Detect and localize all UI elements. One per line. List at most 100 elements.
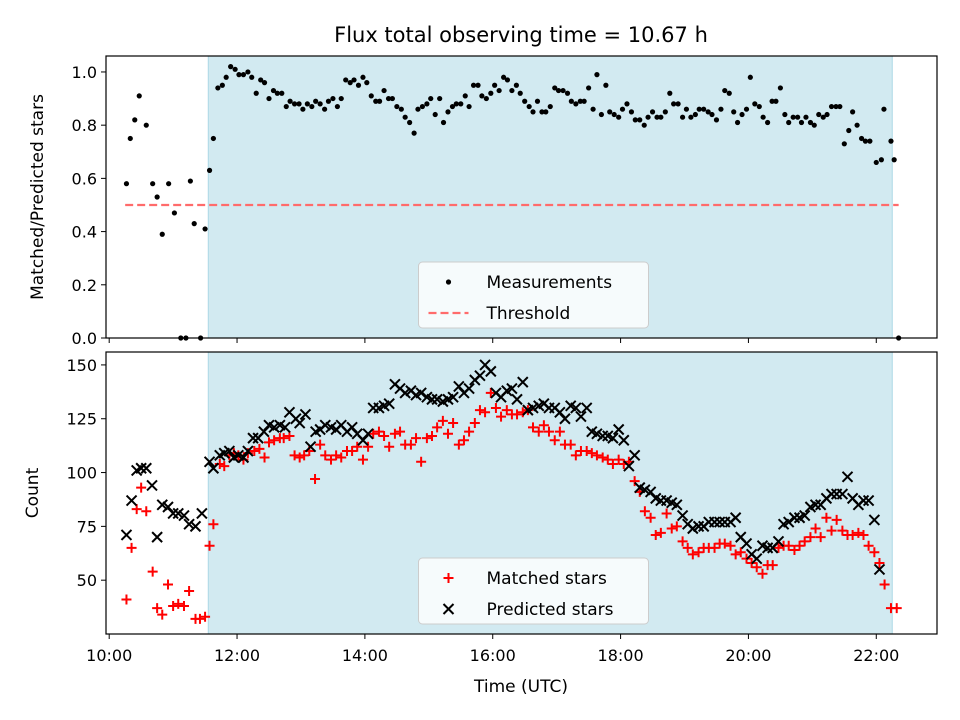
measurement-point	[616, 114, 622, 120]
matched-star-point	[249, 446, 260, 457]
matched-star-point	[751, 562, 762, 573]
x-tick-label: 14:00	[342, 646, 388, 665]
matched-star-point	[645, 512, 656, 523]
measurement-point	[568, 98, 574, 104]
measurement-point	[159, 231, 165, 237]
measurement-point	[309, 103, 315, 110]
measurement-point	[543, 109, 549, 115]
measurement-point	[607, 109, 613, 115]
measurement-point	[132, 117, 138, 123]
predicted-star-point	[671, 499, 683, 511]
series-matched-stars	[121, 387, 902, 624]
measurement-point	[688, 114, 694, 120]
chart-title: Flux total observing time = 10.67 h	[334, 23, 708, 47]
y-tick-label: 0.2	[72, 276, 97, 295]
axes-frame	[105, 55, 938, 339]
matched-star-point	[254, 443, 265, 454]
matched-star-point	[336, 452, 347, 463]
measurement-point	[598, 111, 605, 118]
measurement-point	[837, 103, 843, 110]
measurement-point	[296, 101, 302, 107]
measurement-point	[249, 74, 255, 80]
measurement-point	[709, 111, 715, 118]
matched-star-point	[613, 454, 624, 465]
matched-star-point	[671, 521, 682, 532]
matched-star-point	[837, 525, 848, 536]
matched-star-point	[357, 454, 368, 465]
measurement-point	[236, 72, 242, 78]
matched-star-point	[863, 540, 874, 551]
measurement-point	[504, 77, 511, 83]
measurement-point	[637, 117, 643, 123]
measurement-point	[782, 111, 788, 118]
matched-star-point	[405, 439, 416, 450]
legend-label: Matched stars	[487, 569, 607, 589]
measurement-point	[683, 106, 690, 112]
matched-star-point	[368, 428, 379, 439]
matched-star-point	[389, 428, 400, 439]
measurement-point	[274, 90, 280, 96]
predicted-star-point	[862, 494, 875, 507]
measurement-point	[415, 106, 421, 112]
matched-star-point	[591, 450, 602, 461]
predicted-star-point	[570, 402, 582, 414]
matched-star-point	[458, 435, 469, 446]
measurement-point	[166, 181, 172, 187]
matched-star-point	[597, 452, 608, 463]
bottom-y-axis-label: Count	[23, 467, 43, 518]
x-tick-label: 16:00	[470, 646, 516, 665]
measurement-point	[428, 95, 434, 102]
measurement-point	[334, 103, 341, 110]
measurement-point	[828, 103, 835, 110]
matched-star-point	[661, 508, 672, 519]
predicted-star-point	[772, 535, 785, 548]
matched-star-point	[607, 458, 618, 469]
predicted-star-point	[178, 509, 190, 522]
measurement-point	[351, 77, 357, 83]
y-tick-label: 0.6	[72, 169, 97, 188]
top-panel: 0.0 0.2 0.4 0.6 0.8 1.0 Measurements Threshold	[72, 55, 938, 348]
legend-marker-matched	[443, 573, 454, 583]
measurement-point	[501, 74, 507, 80]
measurement-point	[470, 82, 477, 88]
measurement-point	[232, 66, 238, 72]
measurement-point	[453, 101, 459, 107]
predicted-star-point	[676, 509, 689, 522]
matched-star-point	[858, 529, 869, 540]
matched-star-point	[326, 454, 337, 465]
measurement-point	[202, 226, 208, 232]
predicted-star-point	[140, 462, 152, 474]
predicted-star-point	[237, 451, 250, 464]
matched-star-point	[173, 598, 184, 609]
measurement-point	[223, 74, 229, 80]
measurement-point	[632, 117, 638, 123]
measurement-point	[368, 93, 374, 99]
predicted-star-point	[607, 432, 619, 444]
predicted-star-point	[868, 514, 881, 526]
matched-star-point	[204, 540, 215, 551]
predicted-star-point	[279, 421, 291, 434]
matched-star-point	[789, 545, 800, 556]
predicted-star-point	[782, 516, 795, 528]
predicted-star-point	[223, 445, 236, 457]
measurement-point	[360, 74, 366, 80]
matched-star-point	[126, 542, 137, 553]
measurement-point	[594, 72, 600, 78]
measurement-point	[816, 111, 822, 118]
matched-star-point	[373, 426, 384, 437]
matched-star-point	[512, 409, 523, 420]
measurement-point	[394, 103, 400, 110]
matched-star-point	[442, 428, 453, 439]
predicted-star-point	[809, 499, 822, 511]
measurement-point	[743, 106, 750, 112]
matched-star-point	[474, 405, 485, 416]
measurement-point	[820, 114, 826, 120]
predicted-star-point	[692, 520, 705, 533]
measurement-point	[692, 111, 698, 118]
measurement-point	[313, 98, 319, 104]
matched-star-point	[136, 482, 147, 493]
measurement-point	[291, 101, 298, 107]
matched-star-point	[501, 405, 512, 416]
matched-star-point	[208, 519, 219, 530]
measurement-point	[154, 194, 160, 200]
